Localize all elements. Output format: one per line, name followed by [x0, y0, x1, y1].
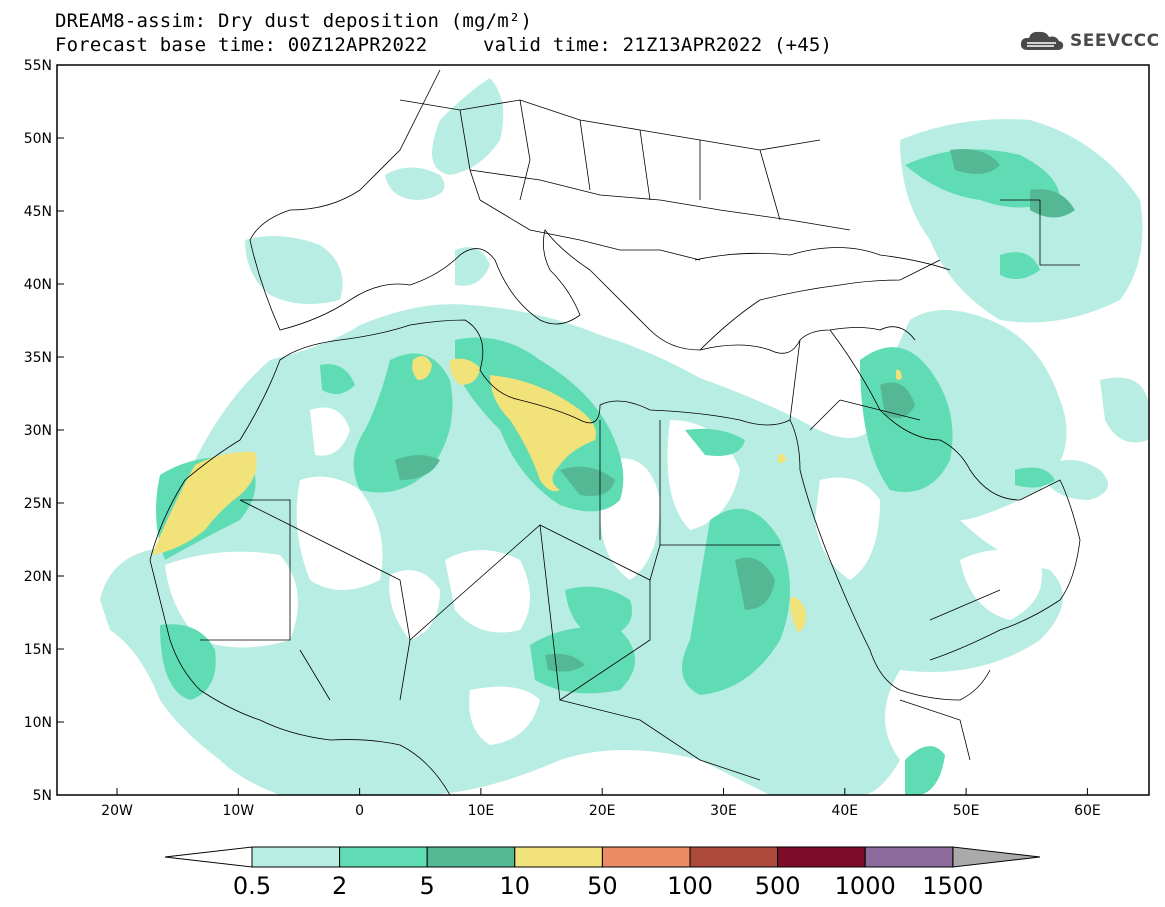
lat-tick-label: 25N — [24, 496, 52, 512]
lon-tick-label: 20W — [101, 803, 133, 819]
colorbar-segment — [601, 846, 691, 868]
latitude-axis: 55N 50N 45N 40N 35N 30N 25N 20N 15N 10N 5N — [24, 58, 64, 804]
colorbar-label: 500 — [754, 872, 801, 900]
colorbar-label: 5 — [419, 872, 435, 900]
lon-tick-label: 50E — [953, 803, 980, 819]
lat-tick-label: 50N — [24, 131, 52, 147]
lat-tick-label: 15N — [24, 642, 52, 658]
colorbar-left-arrow — [164, 846, 253, 868]
colorbar-label: 0.5 — [232, 872, 272, 900]
colorbar-label: 100 — [667, 872, 713, 900]
lat-tick-label: 40N — [24, 277, 52, 293]
high-deposition-areas — [395, 149, 1075, 672]
map-title: DREAM8-assim: Dry dust deposition (mg/m²… — [55, 10, 533, 32]
colorbar-label: 1000 — [834, 872, 896, 900]
colorbar-label: 2 — [331, 872, 348, 900]
lat-tick-label: 35N — [24, 350, 52, 366]
lat-tick-label: 45N — [24, 204, 52, 220]
logo-text: SEEVCCC — [1070, 31, 1160, 51]
lon-tick-label: 0 — [355, 803, 364, 819]
colorbar-label: 50 — [587, 872, 618, 900]
lat-tick-label: 5N — [33, 788, 52, 804]
colorbar-segment — [339, 846, 428, 868]
lon-tick-label: 10E — [468, 803, 495, 819]
colorbar-segment — [514, 846, 603, 868]
forecast-base-time: Forecast base time: 00Z12APR2022 — [55, 34, 428, 56]
colorbar-label: 1500 — [922, 872, 984, 900]
lon-tick-label: 20E — [589, 803, 616, 819]
colorbar-label: 10 — [499, 872, 531, 900]
seevccc-logo: SEEVCCC — [1018, 28, 1160, 54]
colorbar-segment — [251, 846, 341, 868]
valid-time: valid time: 21Z13APR2022 (+45) — [483, 34, 833, 56]
lat-tick-label: 20N — [24, 569, 52, 585]
colorbar — [164, 846, 1041, 868]
colorbar-segment — [777, 846, 866, 868]
deposition-fields — [100, 78, 1148, 795]
lon-tick-label: 60E — [1074, 803, 1101, 819]
cloud-logo-icon — [1020, 31, 1064, 50]
lon-tick-label: 40E — [831, 803, 858, 819]
lon-tick-label: 30E — [710, 803, 737, 819]
colorbar-segment — [426, 846, 516, 868]
lat-tick-label: 30N — [24, 423, 52, 439]
colorbar-segment — [864, 846, 954, 868]
lon-tick-label: 10W — [222, 803, 254, 819]
very-high-deposition-areas — [152, 356, 902, 632]
lat-tick-label: 55N — [24, 58, 52, 74]
longitude-axis: 20W 10W 0 10E 20E 30E 40E 50E 60E — [101, 788, 1101, 819]
lat-tick-label: 10N — [24, 715, 52, 731]
country-borders — [149, 69, 1081, 796]
colorbar-right-arrow — [952, 846, 1041, 868]
colorbar-segment — [689, 846, 779, 868]
